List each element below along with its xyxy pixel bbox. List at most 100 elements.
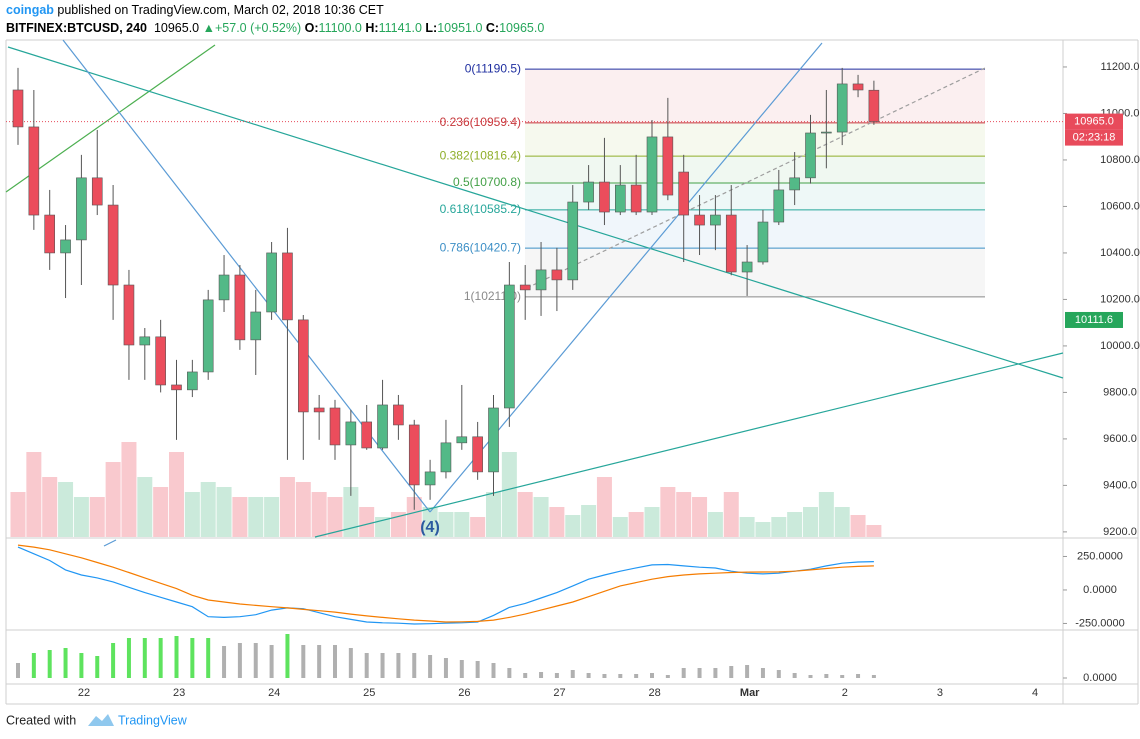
candle-body	[614, 184, 626, 213]
volume-bar	[771, 517, 787, 537]
y-tick-label: 10400.0	[1100, 247, 1140, 259]
candle-body	[123, 284, 135, 346]
y-tick-label: 9600.0	[1103, 433, 1137, 445]
oscillator-bar	[380, 653, 385, 678]
annotation: (4)	[420, 519, 440, 536]
candle-body	[583, 181, 594, 203]
y-tick-label: 9800.0	[1103, 386, 1137, 398]
candle-body	[599, 181, 610, 213]
oscillator-bar	[729, 666, 734, 678]
candle-body	[250, 311, 262, 341]
y-tick-label: 10200.0	[1100, 293, 1140, 305]
countdown-box	[1065, 129, 1123, 146]
candle-body	[488, 407, 499, 473]
volume-bar	[216, 487, 232, 537]
volume-bar	[596, 477, 612, 537]
ohlc-key: H:	[365, 21, 379, 35]
marker-box	[1065, 311, 1123, 328]
candle-body	[805, 132, 816, 179]
price-label: 10965.0	[1074, 115, 1114, 127]
published: published on TradingView.com, March 02, …	[57, 3, 384, 17]
oscillator-bar	[16, 663, 20, 678]
oscillator-bar	[570, 670, 575, 678]
candle-body	[139, 336, 151, 346]
fib-label: 0.618(10585.2)	[440, 202, 521, 216]
footer-brand[interactable]: TradingView	[118, 713, 188, 727]
oscillator-bar	[760, 668, 765, 678]
oscillator-bar	[301, 645, 306, 678]
volume-bar	[26, 452, 42, 537]
oscillator-bar	[396, 653, 401, 678]
volume-bar	[739, 517, 755, 537]
y-tick-label: 0.0000	[1083, 672, 1117, 684]
macd-line	[17, 544, 874, 623]
header-line-2: BITFINEX:BTCUSD, 240 10965.0 ▲+57.0 (+0.…	[6, 21, 544, 35]
oscillator-bar	[539, 672, 544, 678]
volume-bar	[184, 492, 200, 537]
y-tick-label: 9200.0	[1103, 526, 1137, 538]
oscillator-bar	[523, 673, 528, 678]
volume-bar	[200, 482, 216, 537]
candle-body	[44, 214, 56, 254]
logo	[88, 714, 114, 726]
author[interactable]: coingab	[6, 3, 54, 17]
trend-line	[7, 46, 1064, 379]
candle-body	[171, 384, 182, 391]
candle-body	[393, 404, 404, 426]
x-tick-label: 24	[268, 687, 280, 699]
fib-retracement: 0(11190.5)0.236(10959.4)0.382(10816.4)0.…	[440, 61, 985, 303]
candle-body	[567, 201, 579, 281]
oscillator-bar	[634, 674, 639, 678]
candle-body	[329, 407, 341, 446]
trend-line	[526, 67, 986, 289]
candle-body	[187, 371, 198, 391]
candle-body	[868, 89, 880, 122]
candle-body	[297, 319, 309, 413]
candle-body	[91, 177, 103, 206]
fib-label: 0.382(10816.4)	[440, 148, 521, 162]
oscillator-bar	[269, 645, 274, 678]
volume-bar	[153, 487, 169, 537]
oscillator-bar	[681, 668, 686, 678]
oscillator-bar	[174, 636, 179, 678]
candle-body	[551, 269, 563, 281]
oscillator-bar	[554, 673, 559, 678]
axes: 9200.0 9400.0 9600.0 9800.0 10000.0 10200.0 10…	[16, 61, 1140, 699]
volume-bar	[295, 482, 311, 537]
candle-body	[725, 214, 737, 273]
volume-bar	[486, 492, 501, 537]
countdown-label: 02:23:18	[1073, 131, 1116, 143]
volume-bar	[612, 517, 628, 537]
y-tick-label: 10600.0	[1100, 200, 1140, 212]
candle-body	[361, 421, 373, 449]
volume-bar	[850, 515, 866, 537]
oscillator-bar	[63, 648, 68, 678]
candle-body	[773, 189, 785, 223]
candle-body	[741, 261, 753, 273]
oscillator-bar	[871, 675, 876, 678]
oscillator-bar	[840, 675, 845, 678]
oscillator-bar	[95, 656, 100, 678]
oscillator-bar	[237, 643, 242, 678]
candle-body	[852, 83, 864, 91]
candle-body	[424, 471, 436, 486]
ohlc-key: C:	[485, 21, 500, 35]
candle-body	[757, 221, 769, 263]
volume-bar	[533, 497, 549, 537]
candle-body	[266, 252, 277, 313]
oscillator-bar	[285, 634, 290, 678]
fib-band	[525, 248, 985, 297]
volume-bar	[707, 512, 723, 537]
oscillator-bar	[650, 673, 654, 678]
oscillator-bar	[348, 648, 353, 678]
candle-body	[694, 214, 705, 226]
oscillator-bar	[856, 674, 861, 678]
candle-body	[218, 274, 230, 301]
candle-body	[789, 177, 800, 191]
volume-bar	[628, 512, 644, 537]
candle-body	[630, 184, 642, 213]
trend-line	[314, 352, 1064, 538]
ohlc-value: 10965.0	[499, 21, 545, 35]
candle-body	[202, 299, 214, 373]
